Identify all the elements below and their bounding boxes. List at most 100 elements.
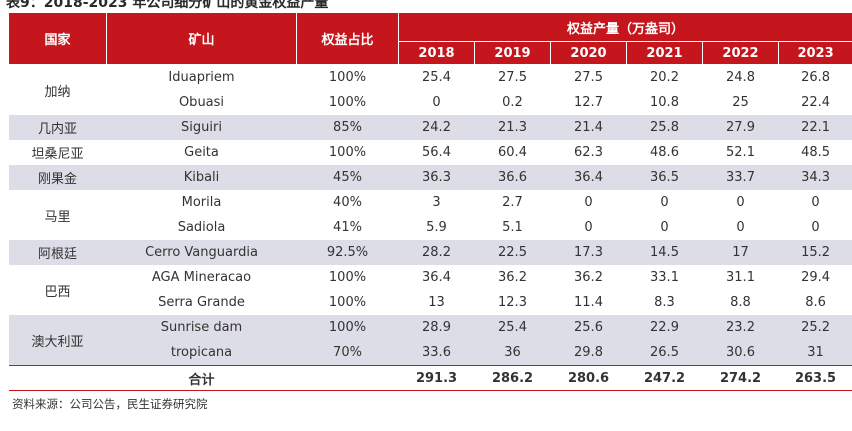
mine-name-cell: AGA Mineracao [151,270,252,285]
share-cell: 45% [296,165,399,190]
output-value-cell: 17.3 [550,240,627,265]
share-cell: 100% [328,145,367,160]
output-value-cell: 48.6 [650,145,679,160]
output-value-cell: 36.4 [422,270,451,285]
header-year: 2021 [626,41,703,65]
output-value-cell: 36.2 [574,270,603,285]
output-value-cell: 33.6 [398,340,475,366]
output-value-cell: 12.3 [498,295,527,310]
header-share: 权益占比 [296,12,399,65]
output-value-cell: 0.2 [502,95,523,110]
output-value-cell: 21.4 [550,115,627,140]
total-value: 291.3 [398,365,475,391]
output-value-cell: 30.6 [702,340,779,366]
output-value-cell: 52.1 [726,145,755,160]
output-value-cell: 14.5 [626,240,703,265]
output-value-cell: 0 [432,95,441,110]
table-row: 巴西 AGA Mineracao 100% 36.4 36.2 36.2 33.1 31.1 2… [9,265,852,300]
output-value-cell: 0 [811,220,820,235]
output-value-cell: 15.2 [778,240,852,265]
table-row: 阿根廷 Cerro Vanguardia 92.5% 28.2 22.5 17.3 14.5… [8,240,852,265]
output-value-cell: 36 [474,340,551,366]
table-row: Serra Grande 100% 13 12.3 11.4 8.3 8.8 8.6 [9,290,852,315]
output-value-cell: 24.2 [398,115,475,140]
output-value-cell: 25.6 [550,315,627,340]
mine-name-cell: Sunrise dam [106,315,297,340]
table-title: 表9：2018-2023 年公司细分矿山的黄金权益产量 [6,0,329,11]
share-cell: 40% [333,195,362,210]
share-cell: 100% [328,270,367,285]
country-cell: 加纳 [44,84,71,100]
output-value-cell: 28.9 [398,315,475,340]
table-row: Obuasi 100% 0 0.2 12.7 10.8 25 22.4 [9,90,852,115]
output-value-cell: 22.9 [626,315,703,340]
table-row: 加纳 Iduapriem 100% 25.4 27.5 27.5 20.2 24.8 26.8 [9,65,852,100]
output-value-cell: 36.2 [498,270,527,285]
output-value-cell: 33.1 [650,270,679,285]
total-value: 247.2 [626,365,703,391]
table-row: 坦桑尼亚 Geita 100% 56.4 60.4 62.3 48.6 52.1 48.5 [9,140,852,165]
output-value-cell: 31.1 [726,270,755,285]
share-cell: 100% [328,295,367,310]
output-value-cell: 24.8 [726,70,755,85]
table-row: 几内亚 Siguiri 85% 24.2 21.3 21.4 25.8 27.9 22.1 [8,115,852,140]
output-value-cell: 22.5 [474,240,551,265]
output-value-cell: 2.7 [502,195,523,210]
output-value-cell: 10.8 [650,95,679,110]
source-note: 资料来源：公司公告，民生证券研究院 [12,397,208,411]
total-value: 280.6 [550,365,627,391]
table-row: tropicana 70% 33.6 36 29.8 26.5 30.6 31 [9,340,852,366]
output-value-cell: 36.5 [626,165,703,190]
mine-name-cell: Serra Grande [158,295,245,310]
output-value-cell: 20.2 [650,70,679,85]
mine-name-cell: Kibali [106,165,297,190]
output-value-cell: 25.8 [626,115,703,140]
output-value-cell: 62.3 [574,145,603,160]
total-value: 263.5 [778,365,852,391]
header-output-group: 权益产量（万盎司） [397,12,852,42]
output-value-cell: 13 [428,295,445,310]
share-cell: 41% [333,220,362,235]
output-value-cell: 0 [584,195,593,210]
output-value-cell: 27.5 [498,70,527,85]
output-value-cell: 27.9 [702,115,779,140]
output-value-cell: 22.1 [778,115,852,140]
share-cell: 92.5% [296,240,399,265]
output-value-cell: 0 [584,220,593,235]
mine-name-cell: Cerro Vanguardia [106,240,297,265]
total-value: 274.2 [702,365,779,391]
output-value-cell: 28.2 [398,240,475,265]
share-cell: 85% [296,115,399,140]
output-value-cell: 34.3 [778,165,852,190]
output-value-cell: 56.4 [422,145,451,160]
output-value-cell: 0 [660,220,669,235]
output-value-cell: 5.1 [502,220,523,235]
country-cell: 澳大利亚 [8,315,107,366]
output-value-cell: 36.3 [398,165,475,190]
country-cell: 几内亚 [8,115,107,140]
country-cell: 马里 [44,209,71,225]
output-value-cell: 26.5 [626,340,703,366]
mine-name-cell: tropicana [106,340,297,366]
output-value-cell: 11.4 [574,295,603,310]
header-year: 2023 [777,41,852,65]
country-cell: 阿根廷 [8,240,107,265]
output-value-cell: 29.8 [550,340,627,366]
header-year: 2019 [474,41,551,65]
output-value-cell: 17 [702,240,779,265]
output-value-cell: 23.2 [702,315,779,340]
mine-name-cell: Obuasi [178,95,225,110]
output-value-cell: 31 [778,340,852,366]
country-cell: 刚果金 [8,165,107,190]
total-value: 286.2 [474,365,551,391]
output-value-cell: 25.4 [474,315,551,340]
output-value-cell: 8.3 [654,295,675,310]
header-year: 2020 [550,41,627,65]
output-value-cell: 3 [432,195,441,210]
total-blank-cell [296,365,399,391]
header-year: 2022 [702,41,779,65]
output-value-cell: 60.4 [498,145,527,160]
output-value-cell: 0 [736,220,745,235]
share-cell: 70% [296,340,399,366]
output-value-cell: 12.7 [574,95,603,110]
